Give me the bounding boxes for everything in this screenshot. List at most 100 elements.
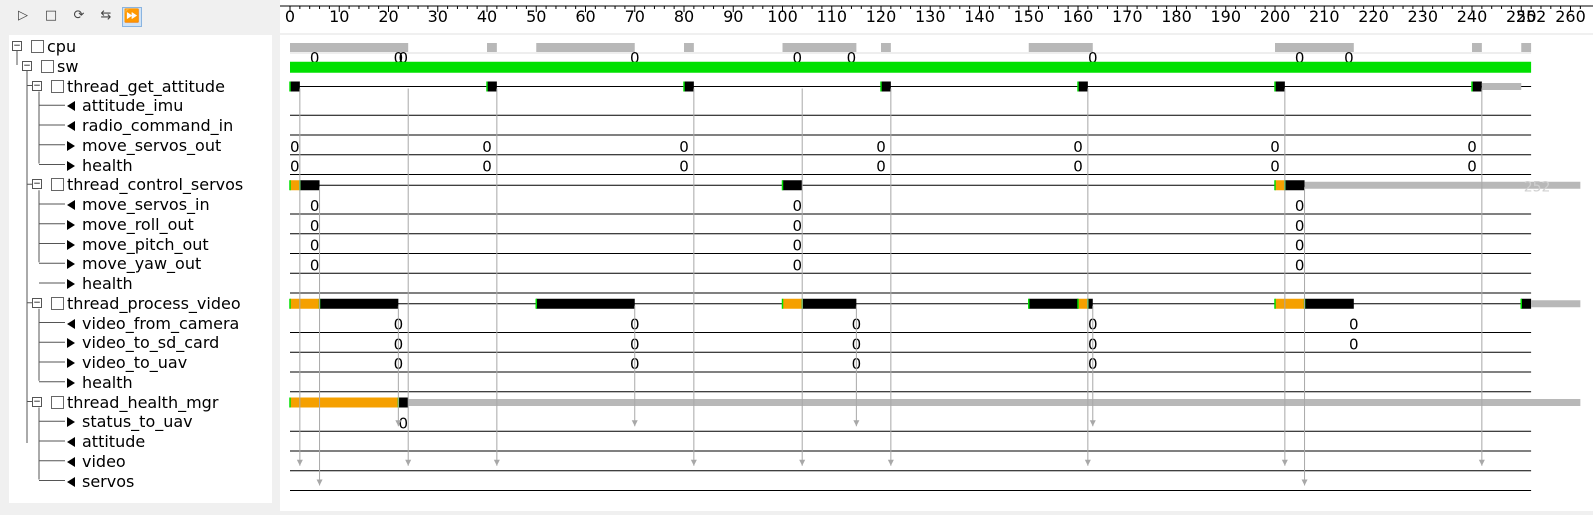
cpu-zero-label: 0	[793, 49, 803, 67]
stop-icon[interactable]: □	[44, 8, 58, 23]
thread-icon	[51, 296, 64, 310]
ruler-tick-label: 0	[285, 7, 295, 26]
port-value-label: 0	[1295, 237, 1305, 255]
ruler-tick-label: 190	[1210, 7, 1241, 26]
toolbar: ▷ □ ⟳ ⇆ ⏩	[0, 0, 280, 32]
thread-orange-segment	[1078, 298, 1088, 309]
port-value-label: 0	[1467, 158, 1477, 176]
tree-item-label[interactable]: health	[82, 372, 133, 392]
time-ruler: 0 10 20 30 40 50 60 70 80 90 100 110 120 130 140 150 160…	[280, 0, 1593, 33]
tree-item-label[interactable]: health	[82, 155, 133, 175]
out-port-icon	[67, 377, 75, 388]
ruler-tick-label: 20	[378, 7, 398, 26]
port-value-label: 0	[310, 237, 320, 255]
tree-item-label[interactable]: status_to_uav	[82, 412, 193, 432]
port-value-label: 0	[793, 197, 803, 215]
tree-item-label[interactable]: thread_control_servos	[67, 175, 244, 195]
collapse-toggle-icon[interactable]: −	[32, 297, 42, 308]
tree-item-label[interactable]: thread_process_video	[67, 293, 241, 313]
port-value-label: 0	[482, 158, 492, 176]
tree-item-label[interactable]: move_servos_out	[82, 135, 222, 155]
out-port-icon	[67, 140, 75, 151]
tree-item-label[interactable]: video_to_uav	[82, 353, 188, 372]
port-value-label: 0	[1295, 256, 1305, 274]
ruler-tick-label: 110	[816, 7, 847, 26]
tree-item-label[interactable]: move_yaw_out	[82, 254, 202, 274]
thread-black-segment	[1521, 298, 1532, 309]
port-value-label: 0	[310, 197, 320, 215]
ruler-tick-label: 80	[674, 7, 694, 26]
cpu-zero-label: 0	[847, 49, 857, 67]
collapse-toggle-icon[interactable]: −	[32, 396, 42, 407]
cpu-busy-segment	[1028, 43, 1093, 52]
fast-forward-icon[interactable]: ⏩	[122, 7, 142, 27]
arrow-head-icon	[1301, 479, 1308, 486]
tree-item-label[interactable]: thread_get_attitude	[67, 76, 225, 96]
arrow-head-icon	[1084, 459, 1091, 466]
tree-item-label[interactable]: health	[82, 274, 133, 293]
ruler-tick-label: 230	[1407, 7, 1438, 26]
arrow-head-icon	[1281, 459, 1288, 466]
cpu-busy-segment	[1521, 43, 1532, 52]
thread-orange-segment	[290, 397, 399, 408]
refresh-icon[interactable]: ⟳	[73, 8, 85, 23]
tree-item-label[interactable]: attitude	[82, 432, 146, 451]
tree-item-label[interactable]: servos	[82, 471, 135, 491]
cpu-zero-label: 0	[1344, 49, 1354, 67]
step-icon[interactable]: ⇆	[100, 8, 112, 23]
port-value-label: 0	[793, 217, 803, 235]
tree-item-label[interactable]: move_roll_out	[82, 214, 194, 234]
port-value-label: 0	[482, 138, 492, 156]
tree-item-label[interactable]: video_from_camera	[82, 313, 240, 333]
cpu-busy-segment	[1275, 43, 1354, 52]
thread-black-segment	[782, 180, 803, 191]
cpu-zero-label: 0	[630, 49, 640, 67]
tree-item-label[interactable]: radio_command_in	[82, 116, 234, 135]
thread-orange-segment	[782, 298, 803, 309]
arrow-head-icon	[405, 459, 412, 466]
port-value-label: 0	[1073, 158, 1083, 176]
tree-item-label[interactable]: attitude_imu	[82, 96, 184, 116]
out-port-icon	[67, 279, 75, 289]
tree-connectors	[16, 51, 65, 481]
thread-black-segment	[536, 298, 635, 309]
port-value-label: 0	[1349, 335, 1359, 353]
cpu-busy-segment	[881, 43, 891, 52]
arrow-head-icon	[799, 459, 806, 466]
arrow-head-icon	[316, 479, 323, 486]
collapse-toggle-icon[interactable]: −	[12, 41, 22, 51]
collapse-toggle-icon[interactable]: −	[32, 80, 42, 91]
tree-item-label[interactable]: move_servos_in	[82, 195, 210, 214]
collapse-toggle-icon[interactable]: −	[22, 60, 32, 71]
thread-black-segment	[290, 81, 300, 92]
out-port-icon	[67, 219, 75, 230]
play-icon[interactable]: ▷	[18, 8, 28, 23]
thread-black-segment	[1284, 180, 1305, 191]
port-value-label: 0	[793, 256, 803, 274]
tree-item-label[interactable]: cpu	[47, 37, 77, 56]
tree-item-label[interactable]: video_to_sd_card	[82, 333, 220, 353]
out-port-icon	[67, 358, 75, 368]
tree-item-label[interactable]: move_pitch_out	[82, 234, 209, 254]
thread-orange-segment	[1275, 298, 1305, 309]
out-port-icon	[67, 160, 75, 171]
tree-item-label[interactable]: video	[82, 451, 126, 471]
cpu-busy-segment	[536, 43, 635, 52]
thread-grey-segment	[1304, 181, 1581, 189]
cpu-zero-label: 0	[399, 49, 409, 67]
ruler-tick-label: 240	[1457, 7, 1488, 26]
port-value-label: 0	[1270, 138, 1280, 156]
arrow-head-icon	[493, 459, 500, 466]
in-port-icon	[67, 121, 75, 131]
port-value-label: 0	[290, 138, 300, 156]
tree-item-label[interactable]: sw	[57, 56, 79, 76]
in-port-icon	[67, 437, 75, 447]
out-port-icon	[67, 259, 75, 270]
tree-item-label[interactable]: thread_health_mgr	[67, 392, 219, 412]
thread-black-segment	[802, 298, 857, 309]
collapse-toggle-icon[interactable]: −	[32, 179, 42, 190]
port-value-label: 0	[290, 158, 300, 176]
thread-black-segment	[319, 298, 399, 309]
ruler-tick-label: 200	[1260, 7, 1291, 26]
thread-black-segment	[487, 81, 497, 92]
